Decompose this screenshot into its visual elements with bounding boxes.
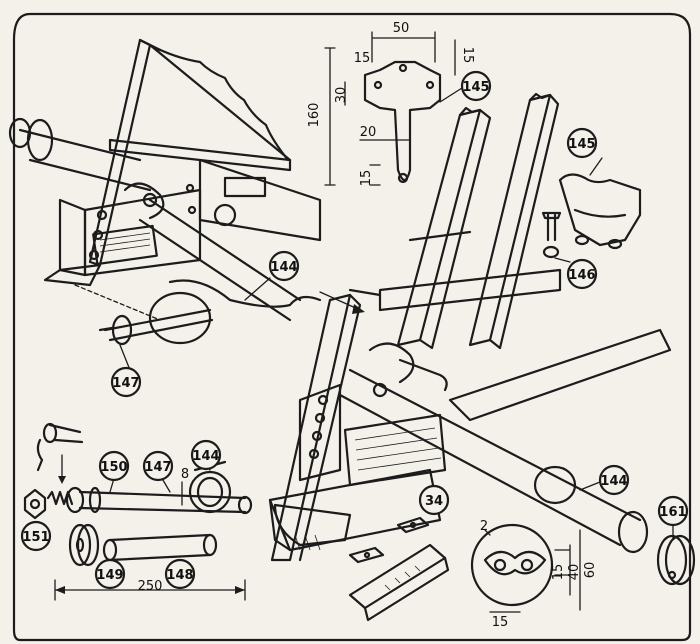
callout-146: 146 (566, 258, 598, 290)
callout-144-right-label: 144 (600, 474, 627, 489)
callout-145-right-label: 145 (568, 137, 595, 152)
left-frame-assembly (8, 38, 322, 346)
dim-60: 60 (583, 562, 598, 579)
callout-145-top-label: 145 (462, 80, 489, 95)
part-146-bolt-nut (541, 211, 562, 259)
dim-2: 2 (480, 519, 488, 534)
dim-15-bottom: 15 (359, 170, 374, 187)
lower-left-parts (23, 422, 253, 601)
callout-151-label: 151 (22, 530, 49, 545)
callout-150: 150 (98, 450, 130, 482)
dim-15-left: 15 (354, 51, 371, 66)
callout-147-small: 147 (142, 450, 174, 482)
washer-plate-drawing (470, 523, 581, 613)
callout-147-left: 147 (110, 366, 142, 398)
callout-148: 148 (164, 558, 196, 590)
callout-147-small-label: 147 (144, 460, 171, 475)
callout-144-small: 144 (190, 439, 222, 471)
part-161-fitting (656, 534, 696, 586)
callout-144-small-label: 144 (192, 449, 219, 464)
callout-144-right: 144 (598, 464, 630, 496)
callout-148-label: 148 (166, 568, 193, 583)
dim-160: 160 (307, 103, 322, 128)
dim-8: 8 (181, 467, 189, 482)
dim-20: 20 (360, 125, 377, 140)
callout-149: 149 (94, 558, 126, 590)
frame-border (12, 12, 692, 642)
callout-147-left-label: 147 (112, 376, 139, 391)
dim-30: 30 (334, 87, 349, 104)
callout-145-right: 145 (566, 127, 598, 159)
callout-150-label: 150 (100, 460, 127, 475)
callout-144-mid: 144 (268, 250, 300, 282)
part-145-plate-drawing (324, 31, 456, 186)
dim-15-right: 15 (460, 47, 475, 64)
callout-161: 161 (657, 495, 689, 527)
callout-145-top: 145 (460, 70, 492, 102)
dim-40: 40 (567, 564, 582, 581)
callout-149-label: 149 (96, 568, 123, 583)
callout-144-mid-label: 144 (270, 260, 297, 275)
dim-15-washer-b: 15 (492, 615, 509, 630)
callout-34: 34 (418, 484, 450, 516)
part-145-bracket (558, 173, 642, 250)
dim-15-washer-a: 15 (551, 564, 566, 581)
dim-250: 250 (138, 579, 163, 594)
bottom-center-parts (348, 516, 450, 622)
callout-34-label: 34 (425, 494, 443, 509)
dim-50: 50 (393, 21, 410, 36)
callout-146-label: 146 (568, 268, 595, 283)
callout-161-label: 161 (659, 505, 686, 520)
callout-151: 151 (20, 520, 52, 552)
main-frame-assembly (268, 92, 672, 562)
